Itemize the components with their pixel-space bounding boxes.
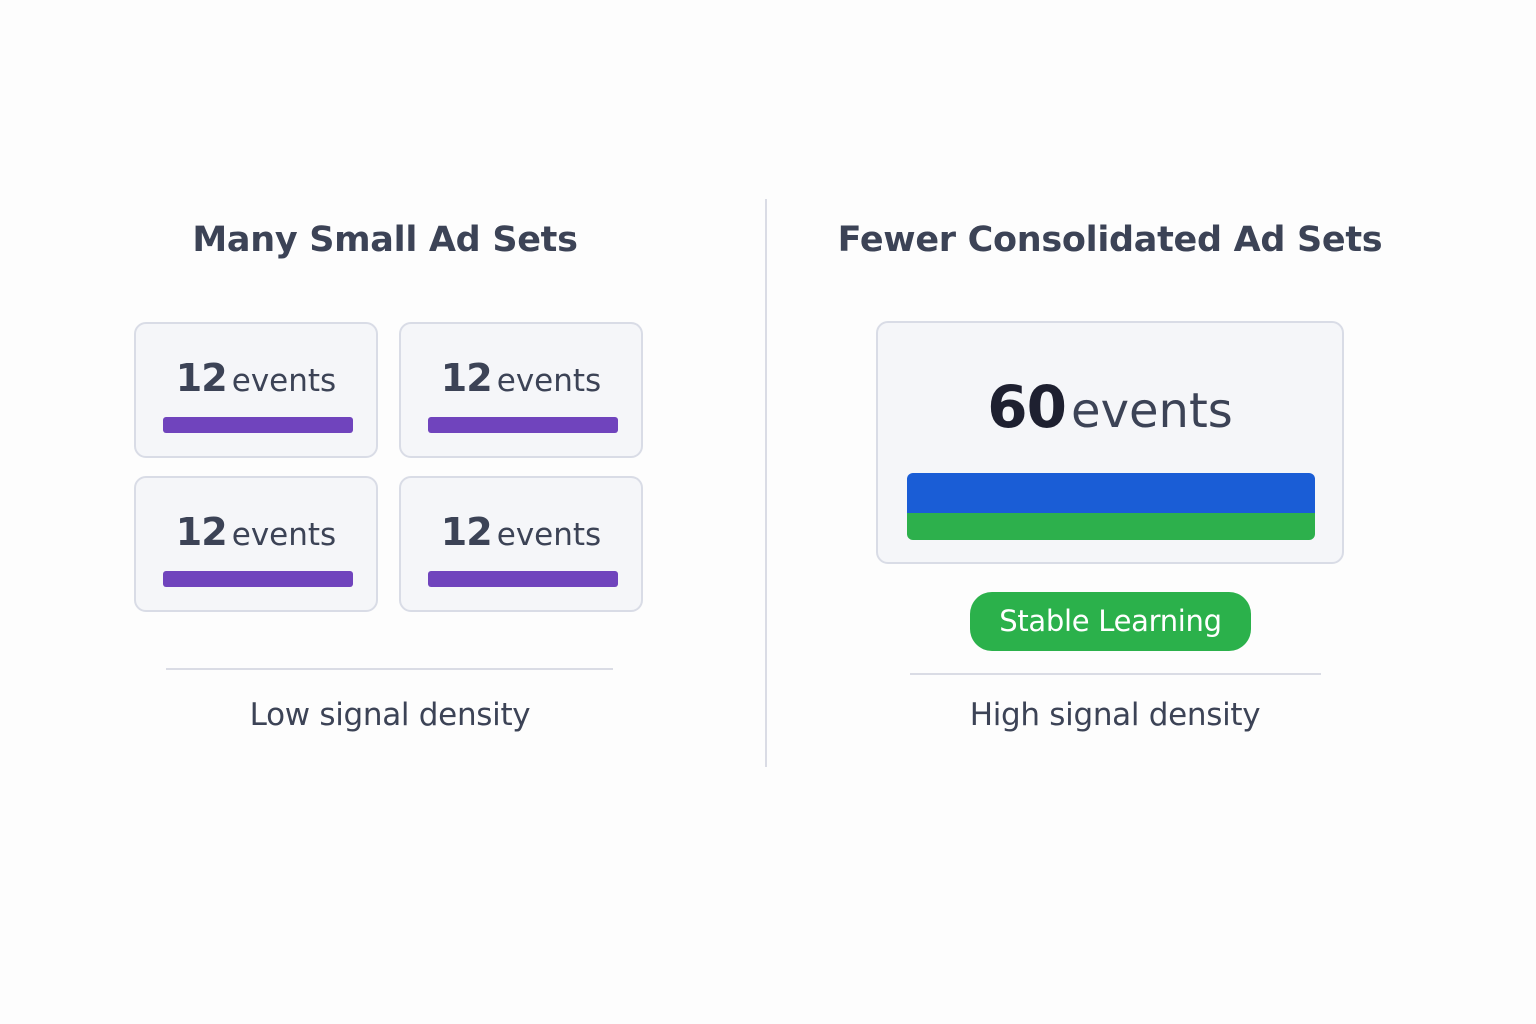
event-count-number: 60 bbox=[987, 373, 1067, 441]
event-count: 12 events bbox=[136, 510, 376, 554]
left-panel-title: Many Small Ad Sets bbox=[192, 220, 578, 260]
signal-bar bbox=[907, 473, 1315, 540]
event-count: 12 events bbox=[401, 356, 641, 400]
signal-bar-segment-blue bbox=[907, 473, 1315, 513]
signal-bar-segment-green bbox=[907, 513, 1315, 540]
right-separator bbox=[910, 673, 1321, 675]
signal-bar bbox=[428, 417, 618, 433]
right-panel-title: Fewer Consolidated Ad Sets bbox=[837, 220, 1383, 260]
ad-set-card: 12 events bbox=[399, 476, 643, 612]
event-count-unit: events bbox=[231, 517, 337, 553]
signal-bar bbox=[163, 417, 353, 433]
left-caption: Low signal density bbox=[249, 697, 531, 733]
event-count-unit: events bbox=[496, 363, 602, 399]
ad-set-card: 12 events bbox=[399, 322, 643, 458]
left-separator bbox=[166, 668, 613, 670]
signal-bar bbox=[163, 571, 353, 587]
consolidated-ad-set-card: 60 events bbox=[876, 321, 1344, 564]
ad-set-card: 12 events bbox=[134, 322, 378, 458]
event-count-unit: events bbox=[1071, 383, 1233, 439]
event-count-number: 12 bbox=[440, 510, 493, 554]
event-count-number: 12 bbox=[440, 356, 493, 400]
event-count-unit: events bbox=[496, 517, 602, 553]
event-count: 12 events bbox=[401, 510, 641, 554]
event-count: 12 events bbox=[136, 356, 376, 400]
event-count-number: 12 bbox=[175, 510, 228, 554]
status-badge: Stable Learning bbox=[970, 592, 1251, 651]
event-count-unit: events bbox=[231, 363, 337, 399]
event-count-number: 12 bbox=[175, 356, 228, 400]
ad-set-card: 12 events bbox=[134, 476, 378, 612]
right-caption: High signal density bbox=[969, 697, 1261, 733]
panel-divider bbox=[765, 199, 767, 767]
event-count: 60 events bbox=[878, 373, 1342, 441]
signal-bar bbox=[428, 571, 618, 587]
